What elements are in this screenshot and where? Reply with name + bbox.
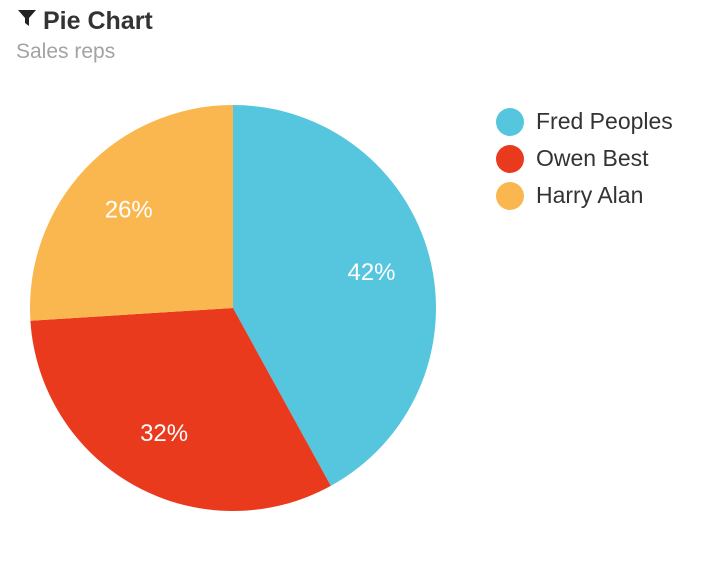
legend-item-owen-best[interactable]: Owen Best: [496, 140, 673, 177]
legend-label: Fred Peoples: [536, 108, 673, 134]
chart-title: Pie Chart: [43, 6, 153, 35]
pie-slice-fred-peoples[interactable]: [233, 105, 436, 486]
title-row: Pie Chart: [16, 4, 153, 38]
chart-legend: Fred Peoples Owen Best Harry Alan: [496, 103, 673, 214]
chart-header: Pie Chart Sales reps: [16, 4, 153, 64]
slice-label-harry-alan: 26%: [105, 197, 153, 224]
legend-item-fred-peoples[interactable]: Fred Peoples: [496, 103, 673, 140]
chart-subtitle: Sales reps: [16, 40, 116, 63]
legend-swatch: [496, 107, 524, 136]
legend-swatch: [496, 144, 524, 173]
slice-label-fred-peoples: 42%: [347, 259, 395, 286]
legend-item-harry-alan[interactable]: Harry Alan: [496, 177, 673, 214]
legend-label: Owen Best: [536, 145, 649, 171]
filter-icon[interactable]: [16, 7, 38, 29]
pie-slice-owen-best[interactable]: [30, 308, 331, 511]
pie-slice-harry-alan[interactable]: [29, 105, 233, 321]
legend-label: Harry Alan: [536, 182, 644, 208]
slice-label-owen-best: 32%: [140, 420, 188, 447]
legend-swatch: [496, 181, 524, 210]
